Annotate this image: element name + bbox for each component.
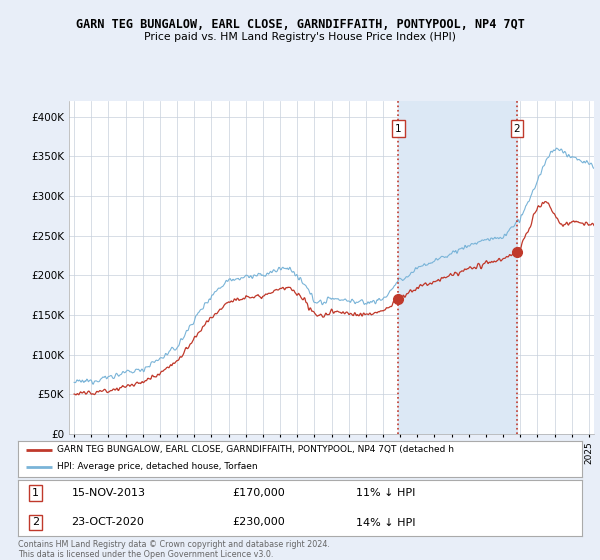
Text: GARN TEG BUNGALOW, EARL CLOSE, GARNDIFFAITH, PONTYPOOL, NP4 7QT (detached h: GARN TEG BUNGALOW, EARL CLOSE, GARNDIFFA… [58,445,454,454]
Text: Contains HM Land Registry data © Crown copyright and database right 2024.
This d: Contains HM Land Registry data © Crown c… [18,540,330,559]
Text: GARN TEG BUNGALOW, EARL CLOSE, GARNDIFFAITH, PONTYPOOL, NP4 7QT: GARN TEG BUNGALOW, EARL CLOSE, GARNDIFFA… [76,18,524,31]
Text: 23-OCT-2020: 23-OCT-2020 [71,517,145,528]
Text: 1: 1 [32,488,39,498]
Text: 11% ↓ HPI: 11% ↓ HPI [356,488,416,498]
Text: 2: 2 [514,124,520,134]
Text: 2: 2 [32,517,39,528]
Text: 14% ↓ HPI: 14% ↓ HPI [356,517,416,528]
Bar [398,101,517,434]
Text: £230,000: £230,000 [232,517,285,528]
Text: 15-NOV-2013: 15-NOV-2013 [71,488,146,498]
Text: 1: 1 [395,124,401,134]
Text: £170,000: £170,000 [232,488,285,498]
Text: HPI: Average price, detached house, Torfaen: HPI: Average price, detached house, Torf… [58,463,258,472]
Text: Price paid vs. HM Land Registry's House Price Index (HPI): Price paid vs. HM Land Registry's House … [144,32,456,43]
